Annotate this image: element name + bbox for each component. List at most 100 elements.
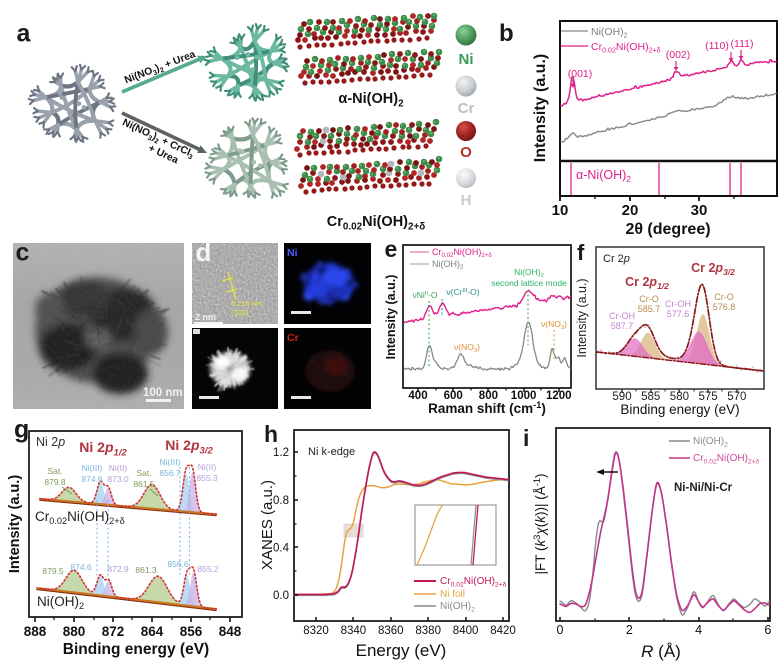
svg-text:Binding energy (eV): Binding energy (eV) <box>63 641 209 658</box>
svg-text:Ni(OH)2: Ni(OH)2 <box>432 259 464 271</box>
svg-text:861.5: 861.5 <box>133 479 155 489</box>
svg-text:|FT (k3χ(k))| (Å-1): |FT (k3χ(k))| (Å-1) <box>532 474 548 575</box>
svg-text:580: 580 <box>670 391 689 403</box>
svg-text:855.2: 855.2 <box>197 564 219 574</box>
svg-text:Cr0.02Ni(OH)2+δ: Cr0.02Ni(OH)2+δ <box>693 453 760 465</box>
svg-text:e: e <box>385 236 398 262</box>
svg-text:Cr-O: Cr-O <box>639 294 659 304</box>
svg-text:f: f <box>577 240 585 265</box>
svg-text:Cr0.02Ni(OH)2+δ: Cr0.02Ni(OH)2+δ <box>432 247 492 259</box>
svg-text:Ni 2p: Ni 2p <box>36 435 65 449</box>
svg-text:587.7: 587.7 <box>611 321 634 331</box>
svg-text:856: 856 <box>180 624 203 639</box>
svg-text:8340: 8340 <box>341 625 367 637</box>
svg-text:8380: 8380 <box>415 625 441 637</box>
svg-text:577.6: 577.6 <box>667 309 690 319</box>
svg-text:second lattice mode: second lattice mode <box>491 278 567 288</box>
svg-text:Ni(OH)2: Ni(OH)2 <box>591 26 628 40</box>
svg-text:8420: 8420 <box>490 625 516 637</box>
svg-text:0: 0 <box>557 623 564 637</box>
svg-text:(111): (111) <box>731 38 754 50</box>
svg-text:2 nm: 2 nm <box>195 312 216 322</box>
svg-text:Energy (eV): Energy (eV) <box>356 641 447 660</box>
svg-text:Cr0.02Ni(OH)2+δ: Cr0.02Ni(OH)2+δ <box>440 576 507 588</box>
svg-text:Intensity (a.u.): Intensity (a.u.) <box>7 475 23 573</box>
svg-text:100 nm: 100 nm <box>143 387 183 399</box>
svg-text:575: 575 <box>699 391 718 403</box>
svg-text:Intensity (a.u.): Intensity (a.u.) <box>575 278 589 357</box>
svg-text:c: c <box>16 239 30 267</box>
svg-text:α-Ni(OH)2: α-Ni(OH)2 <box>576 168 631 184</box>
svg-text:8400: 8400 <box>453 625 479 637</box>
svg-text:10: 10 <box>552 202 569 219</box>
svg-text:Cr: Cr <box>287 332 299 344</box>
svg-text:864: 864 <box>141 624 164 639</box>
svg-text:570: 570 <box>727 391 746 403</box>
svg-text:Intensity (a.u.): Intensity (a.u.) <box>532 54 549 162</box>
svg-text:Ni-Ni/Ni-Cr: Ni-Ni/Ni-Cr <box>674 482 733 494</box>
svg-text:Ni: Ni <box>459 51 474 68</box>
svg-text:Ni(II): Ni(II) <box>109 463 128 473</box>
svg-text:856.6: 856.6 <box>167 559 189 569</box>
svg-text:600: 600 <box>444 390 463 402</box>
svg-text:8360: 8360 <box>378 625 404 637</box>
svg-text:0.216 nm: 0.216 nm <box>231 299 262 308</box>
svg-text:Cr0.02Ni(OH)2+δ: Cr0.02Ni(OH)2+δ <box>35 509 125 526</box>
svg-text:888: 888 <box>24 624 47 639</box>
svg-text:b: b <box>499 20 514 47</box>
svg-text:Ni 2p3/2: Ni 2p3/2 <box>165 437 213 456</box>
svg-text:879.5: 879.5 <box>42 566 64 576</box>
svg-text:Ni foil: Ni foil <box>440 589 465 600</box>
svg-text:880: 880 <box>63 624 86 639</box>
svg-text:1200: 1200 <box>546 390 572 402</box>
svg-text:d: d <box>196 237 212 267</box>
svg-text:800: 800 <box>479 390 498 402</box>
svg-text:Cr 2p1/2: Cr 2p1/2 <box>625 275 669 291</box>
svg-text:Ni(III): Ni(III) <box>160 457 181 467</box>
svg-text:XANES (a.u.): XANES (a.u.) <box>259 480 276 570</box>
svg-text:Intensity (a.u.): Intensity (a.u.) <box>384 275 398 360</box>
svg-text:Cr0.02Ni(OH)2+δ: Cr0.02Ni(OH)2+δ <box>591 41 661 55</box>
svg-text:Ni(OH)2: Ni(OH)2 <box>440 601 475 613</box>
svg-text:Ni k-edge: Ni k-edge <box>308 446 355 458</box>
svg-text:20: 20 <box>622 202 639 219</box>
svg-text:Ni: Ni <box>287 247 298 259</box>
svg-text:2θ (degree): 2θ (degree) <box>625 221 710 238</box>
svg-text:(110): (110) <box>705 40 729 52</box>
svg-text:ν(NO3): ν(NO3) <box>541 319 567 331</box>
svg-text:Sat.: Sat. <box>47 466 62 476</box>
svg-text:873.0: 873.0 <box>107 474 129 484</box>
svg-text:1000: 1000 <box>511 390 537 402</box>
svg-text:νNiII-O: νNiII-O <box>413 290 438 300</box>
svg-text:585: 585 <box>641 391 660 403</box>
svg-text:874.6: 874.6 <box>81 474 103 484</box>
svg-text:h: h <box>264 421 278 447</box>
svg-text:872.9: 872.9 <box>107 564 129 574</box>
svg-text:0.8: 0.8 <box>273 495 289 507</box>
svg-text:2: 2 <box>626 623 633 637</box>
svg-text:Ni 2p1/2: Ni 2p1/2 <box>79 439 127 458</box>
svg-text:855.3: 855.3 <box>196 473 218 483</box>
svg-text:(002): (002) <box>666 49 691 61</box>
svg-text:ν(CrIII-O): ν(CrIII-O) <box>446 287 479 297</box>
svg-text:Ni(OH)2: Ni(OH)2 <box>514 267 544 279</box>
svg-text:861.3: 861.3 <box>135 565 157 575</box>
svg-text:g: g <box>14 416 29 444</box>
svg-text:Sat.: Sat. <box>136 468 151 478</box>
svg-text:590: 590 <box>612 391 631 403</box>
svg-text:Ni(OH)2: Ni(OH)2 <box>37 594 84 611</box>
svg-text:400: 400 <box>408 390 427 402</box>
svg-text:Cr 2p3/2: Cr 2p3/2 <box>691 261 735 277</box>
svg-text:H: H <box>461 192 472 209</box>
svg-text:Cr 2p: Cr 2p <box>603 253 630 265</box>
svg-text:30: 30 <box>691 202 708 219</box>
svg-text:874.6: 874.6 <box>70 562 92 572</box>
svg-text:i: i <box>523 425 529 451</box>
svg-text:Ni(III): Ni(III) <box>82 463 103 473</box>
svg-text:(001): (001) <box>568 68 593 80</box>
svg-text:0.4: 0.4 <box>273 542 290 554</box>
svg-text:585.7: 585.7 <box>638 304 661 314</box>
svg-text:a: a <box>17 20 32 48</box>
svg-text:6: 6 <box>764 623 771 637</box>
svg-text:872: 872 <box>102 624 125 639</box>
